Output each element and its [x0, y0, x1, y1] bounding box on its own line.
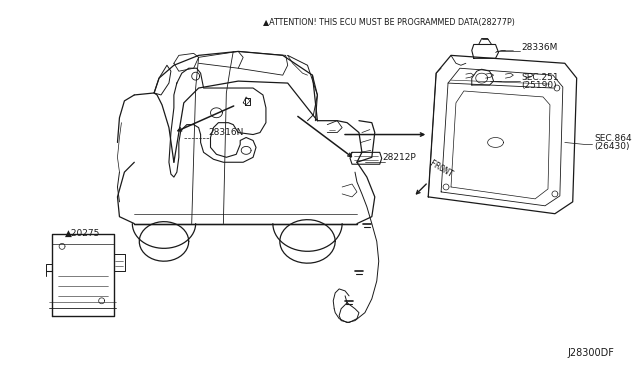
- Text: ▲ATTENTION! THIS ECU MUST BE PROGRAMMED DATA(28277P): ▲ATTENTION! THIS ECU MUST BE PROGRAMMED …: [263, 18, 515, 27]
- Text: SEC.251: SEC.251: [521, 73, 559, 81]
- Text: SEC.864: SEC.864: [595, 134, 632, 143]
- Text: 28316N: 28316N: [209, 128, 244, 137]
- Text: FRONT: FRONT: [428, 159, 454, 179]
- Text: 28336M: 28336M: [521, 43, 557, 52]
- Text: 28212P: 28212P: [383, 153, 417, 162]
- Text: J28300DF: J28300DF: [568, 348, 614, 358]
- Text: (25190): (25190): [521, 81, 557, 90]
- Text: ▲20275: ▲20275: [65, 229, 100, 238]
- Text: (26430): (26430): [595, 142, 630, 151]
